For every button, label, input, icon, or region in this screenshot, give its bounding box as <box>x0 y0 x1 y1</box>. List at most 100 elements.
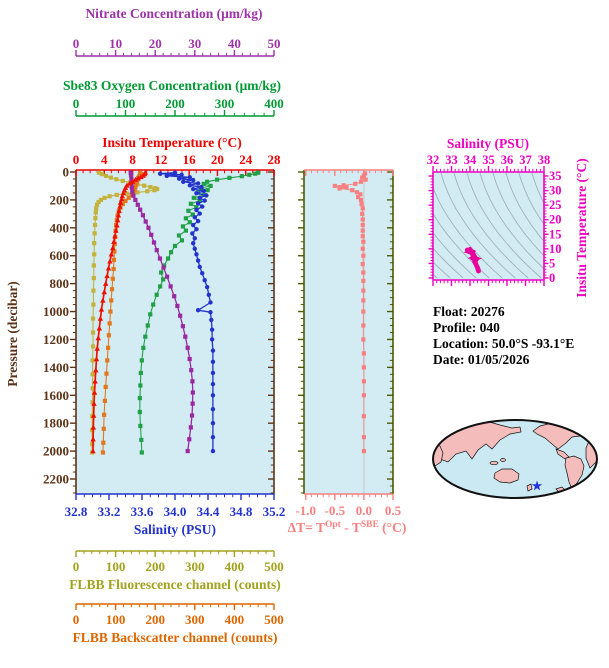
oxygen-axis-title: Sbe83 Oxygen Concentration (μm/kg) <box>63 78 281 93</box>
svg-text:2200: 2200 <box>43 472 69 487</box>
svg-text:1600: 1600 <box>43 388 69 403</box>
svg-text:33.2: 33.2 <box>98 504 121 519</box>
svg-text:100: 100 <box>106 612 126 627</box>
svg-text:8: 8 <box>129 152 136 167</box>
svg-text:4: 4 <box>101 152 108 167</box>
nitrate-axis: 0 10 20 30 40 50 <box>73 36 281 57</box>
svg-text:16: 16 <box>183 152 197 167</box>
svg-text:34.0: 34.0 <box>164 504 187 519</box>
svg-text:200: 200 <box>165 96 185 111</box>
svg-text:35: 35 <box>482 153 495 167</box>
ts-salinity-axis-title: Salinity (PSU) <box>447 136 529 151</box>
landmass-greenland <box>571 420 585 428</box>
svg-text:100: 100 <box>106 559 126 574</box>
svg-text:300: 300 <box>215 96 235 111</box>
svg-text:25: 25 <box>549 198 562 212</box>
landmass-indonesia <box>489 460 499 466</box>
ts-profile-series <box>463 247 483 274</box>
svg-text:34.4: 34.4 <box>197 504 220 519</box>
world-map <box>432 419 598 499</box>
pressure-axis-title: Pressure (decibar) <box>5 281 20 387</box>
delta-t-series <box>332 171 368 454</box>
svg-text:5: 5 <box>549 256 555 270</box>
svg-text:0: 0 <box>549 271 555 285</box>
delta-t-axis-title: ΔT= TOpt - TSBE (°C) <box>288 520 407 535</box>
svg-text:0.5: 0.5 <box>385 503 402 518</box>
svg-text:300: 300 <box>185 612 205 627</box>
svg-text:0: 0 <box>73 152 80 167</box>
svg-text:10: 10 <box>549 242 562 256</box>
landmass-australia <box>493 468 520 484</box>
svg-text:-1.0: -1.0 <box>295 503 316 518</box>
float-id-line: Float: 20276 <box>433 304 505 319</box>
nitrate-profile <box>128 170 195 454</box>
svg-text:500: 500 <box>264 612 284 627</box>
ts-panel-background <box>433 172 544 280</box>
svg-text:0: 0 <box>73 612 80 627</box>
map-border <box>432 419 598 499</box>
svg-text:24: 24 <box>239 152 253 167</box>
svg-text:0: 0 <box>63 165 70 180</box>
svg-text:200: 200 <box>145 612 165 627</box>
svg-text:300: 300 <box>185 559 205 574</box>
svg-text:30: 30 <box>549 184 562 198</box>
svg-text:20: 20 <box>211 152 224 167</box>
svg-text:2000: 2000 <box>43 444 69 459</box>
svg-text:34.8: 34.8 <box>230 504 253 519</box>
landmass-new-zealand <box>526 483 533 492</box>
ts-density-contours <box>433 172 544 279</box>
svg-text:33: 33 <box>445 153 458 167</box>
backscatter-axis-title: FLBB Backscatter channel (counts) <box>73 630 278 645</box>
svg-text:35: 35 <box>549 169 562 183</box>
svg-text:12: 12 <box>154 152 167 167</box>
profile-line: Profile: 040 <box>433 320 500 335</box>
profile-curves <box>90 169 261 455</box>
oxygen-axis: 0 100 200 300 400 <box>73 96 284 117</box>
main-plot-background <box>76 170 274 494</box>
svg-text:32: 32 <box>427 153 440 167</box>
location-line: Location: 50.0°S -93.1°E <box>433 336 574 351</box>
date-line: Date: 01/05/2026 <box>433 352 530 367</box>
svg-text:40: 40 <box>228 36 241 51</box>
svg-text:0: 0 <box>73 96 80 111</box>
temperature-axis-title: Insitu Temperature (°C) <box>102 135 241 150</box>
svg-text:400: 400 <box>225 559 245 574</box>
svg-text:600: 600 <box>50 248 70 263</box>
svg-text:400: 400 <box>225 612 245 627</box>
svg-text:36: 36 <box>501 153 514 167</box>
svg-text:34: 34 <box>464 153 477 167</box>
landmass-philippines <box>500 458 506 462</box>
ts-temperature-axis-title: Insitu Temperature (°C) <box>574 158 589 297</box>
svg-text:500: 500 <box>264 559 284 574</box>
svg-text:33.6: 33.6 <box>131 504 154 519</box>
svg-text:1000: 1000 <box>43 304 69 319</box>
salinity-profile <box>157 170 216 454</box>
svg-text:400: 400 <box>264 96 284 111</box>
svg-text:1800: 1800 <box>43 416 69 431</box>
svg-text:20: 20 <box>549 213 562 227</box>
nitrate-axis-title: Nitrate Concentration (μm/kg) <box>85 6 262 21</box>
svg-text:0.0: 0.0 <box>356 503 372 518</box>
main-profile-plot: 0200400600800100012001400160018002000220… <box>43 152 285 519</box>
svg-text:50: 50 <box>268 36 281 51</box>
svg-text:100: 100 <box>116 96 136 111</box>
svg-text:30: 30 <box>188 36 201 51</box>
float-info: Float: 20276 Profile: 040 Location: 50.0… <box>433 304 574 367</box>
svg-text:0: 0 <box>73 559 80 574</box>
backscatter-axis: 0 100 200 300 400 500 <box>73 603 284 627</box>
fluorescence-axis-title: FLBB Fluorescence channel (counts) <box>69 577 281 592</box>
svg-text:38: 38 <box>538 153 551 167</box>
temperature-profile <box>90 169 148 454</box>
svg-text:800: 800 <box>50 276 70 291</box>
svg-text:35.2: 35.2 <box>263 504 286 519</box>
float-location-star <box>531 480 543 491</box>
landmass-south-america <box>564 455 585 490</box>
svg-text:37: 37 <box>519 153 532 167</box>
svg-text:10: 10 <box>109 36 122 51</box>
svg-text:32.8: 32.8 <box>65 504 88 519</box>
salinity-axis-title: Salinity (PSU) <box>134 522 216 537</box>
svg-text:400: 400 <box>50 220 70 235</box>
